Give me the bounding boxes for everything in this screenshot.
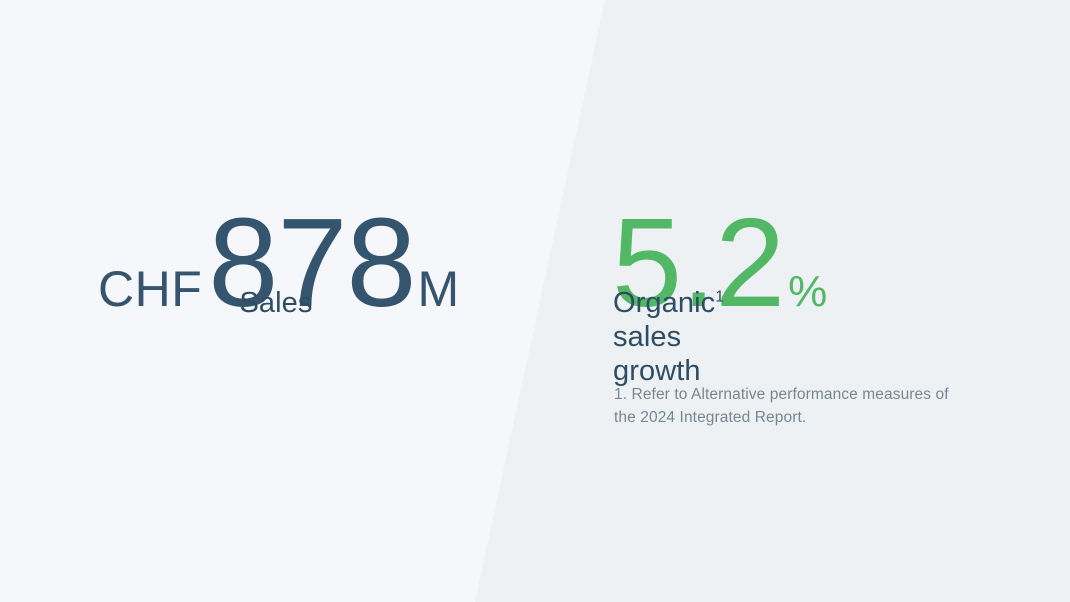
kpi-caption-rest: sales growth <box>613 321 701 387</box>
kpi-caption-organic-sales-growth: Organic1 sales growth <box>613 286 724 388</box>
footnote-text: 1. Refer to Alternative performance meas… <box>614 386 949 426</box>
kpi-caption-sales: Sales <box>239 287 313 319</box>
footnote-marker: 1 <box>715 288 725 306</box>
kpi-caption-lead: Organic <box>613 287 716 319</box>
